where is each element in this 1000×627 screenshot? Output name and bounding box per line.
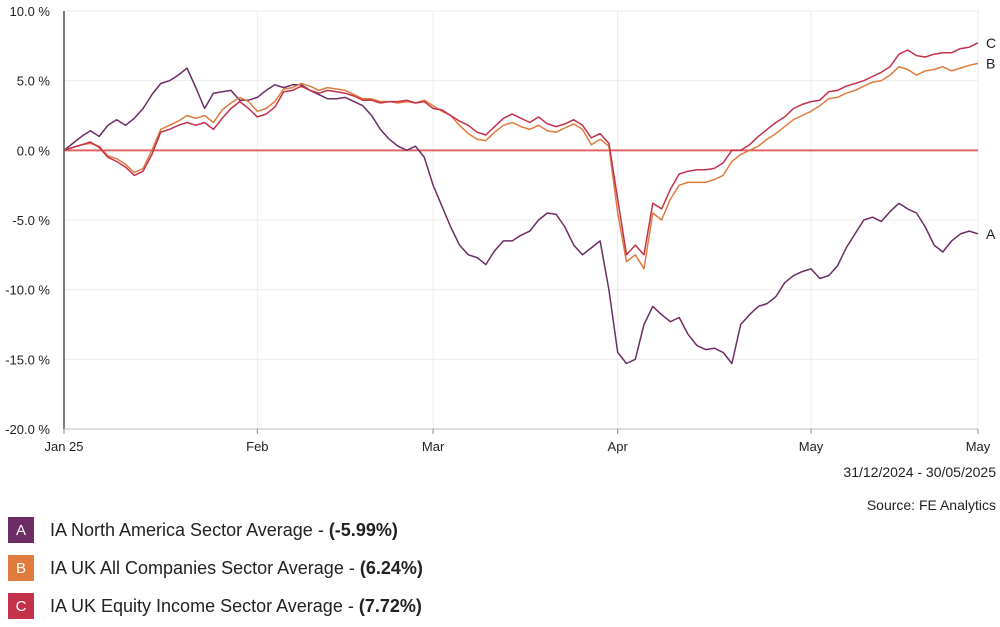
legend-series-name-b: IA UK All Companies Sector Average — [50, 557, 344, 578]
legend-item-a: A IA North America Sector Average - (-5.… — [8, 517, 423, 543]
legend-series-name-c: IA UK Equity Income Sector Average — [50, 595, 343, 616]
legend-series-value-a: (-5.99%) — [328, 519, 398, 540]
legend-badge-b: B — [8, 555, 34, 581]
y-tick-label: -5.0 % — [12, 213, 50, 228]
series-line-b — [63, 62, 979, 270]
y-tick-label: -20.0 % — [5, 422, 50, 437]
series-line-c — [63, 42, 979, 256]
x-tick-label: Apr — [608, 439, 629, 454]
x-axis-ticks: Jan 25 Feb Mar Apr May May — [44, 429, 991, 454]
date-range-label: 31/12/2024 - 30/05/2025 — [843, 464, 996, 480]
line-chart: 10.0 % 5.0 % 0.0 % -5.0 % -10.0 % -15.0 % -20.… — [5, 4, 996, 454]
legend-item-b: B IA UK All Companies Sector Average - (… — [8, 555, 423, 581]
chart-series: A BC — [63, 35, 996, 365]
legend-badge-c: C — [8, 593, 34, 619]
y-tick-label: -10.0 % — [5, 283, 50, 298]
legend-series-name-a: IA North America Sector Average — [50, 519, 313, 540]
x-tick-label: Jan 25 — [44, 439, 83, 454]
y-tick-label: 0.0 % — [17, 143, 51, 158]
series-line-a — [63, 67, 979, 365]
y-tick-label: -15.0 % — [5, 352, 50, 367]
y-axis-ticks: 10.0 % 5.0 % 0.0 % -5.0 % -10.0 % -15.0 % -20.… — [5, 4, 50, 437]
x-tick-label: Feb — [246, 439, 268, 454]
chart-gridlines — [63, 10, 979, 430]
series-end-label-b: B — [986, 55, 995, 71]
y-tick-label: 5.0 % — [17, 74, 51, 89]
legend-badge-a: A — [8, 517, 34, 543]
legend-label-a: IA North America Sector Average - (-5.99… — [50, 519, 398, 540]
legend-label-c: IA UK Equity Income Sector Average - (7.… — [50, 595, 422, 616]
series-end-label-a: A — [986, 226, 996, 242]
legend-series-value-b: (6.24%) — [359, 557, 423, 578]
x-tick-label: Mar — [422, 439, 445, 454]
x-tick-label: May — [966, 439, 991, 454]
source-label: Source: FE Analytics — [866, 497, 996, 513]
legend-item-c: C IA UK Equity Income Sector Average - (… — [8, 593, 423, 619]
x-tick-label: May — [799, 439, 824, 454]
chart-legend: A IA North America Sector Average - (-5.… — [8, 517, 423, 619]
legend-series-value-c: (7.72%) — [358, 595, 422, 616]
legend-label-b: IA UK All Companies Sector Average - (6.… — [50, 557, 423, 578]
y-tick-label: 10.0 % — [10, 4, 51, 19]
series-end-label-c: C — [986, 35, 996, 51]
